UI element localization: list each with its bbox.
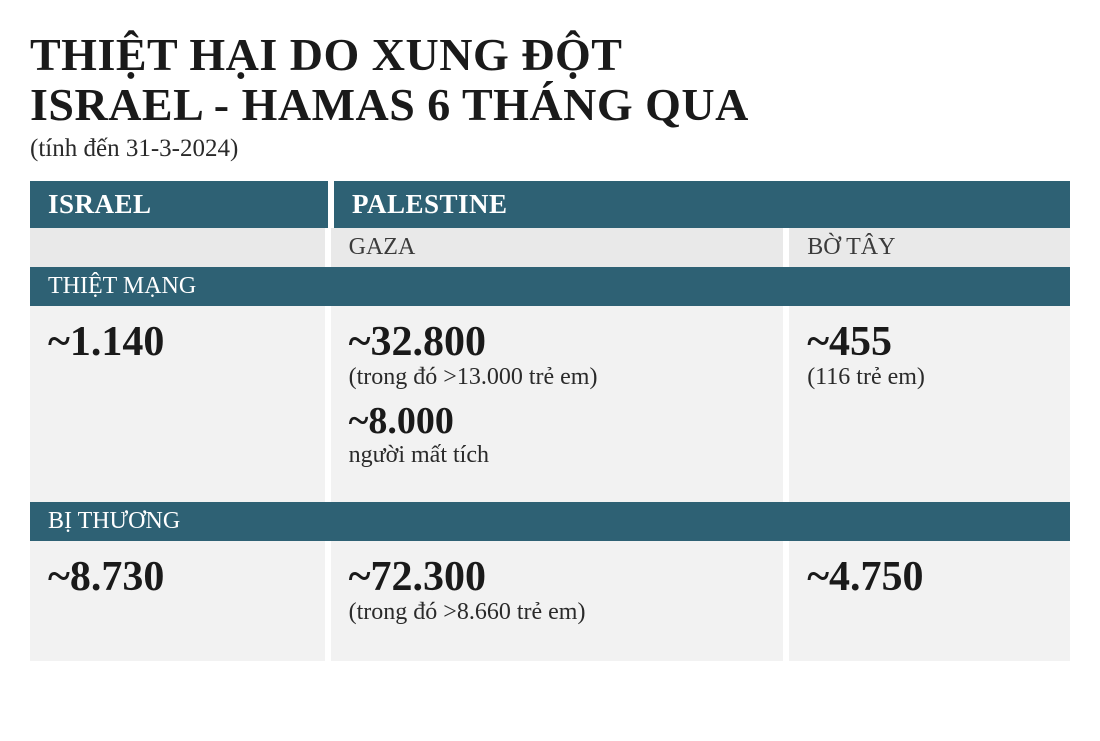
- section-injured-label: BỊ THƯƠNG: [30, 502, 1070, 541]
- deaths-gaza-value2: ~8.000: [349, 402, 766, 442]
- section-deaths-label: THIỆT MẠNG: [30, 267, 1070, 306]
- subheader-israel-blank: [30, 228, 325, 267]
- subheader-gaza: GAZA: [331, 228, 784, 267]
- header-israel: ISRAEL: [30, 181, 328, 228]
- deaths-botay-sub1: (116 trẻ em): [807, 364, 1052, 392]
- header-row: ISRAEL PALESTINE: [30, 181, 1070, 228]
- title-line-1: THIỆT HẠI DO XUNG ĐỘT: [30, 29, 622, 80]
- header-palestine: PALESTINE: [334, 181, 1070, 228]
- subheader-row: GAZA BỜ TÂY: [30, 228, 1070, 267]
- infographic-root: THIỆT HẠI DO XUNG ĐỘT ISRAEL - HAMAS 6 T…: [30, 30, 1070, 661]
- injured-botay-value: ~4.750: [807, 555, 1052, 599]
- deaths-row: ~1.140 ~32.800 (trong đó >13.000 trẻ em)…: [30, 306, 1070, 502]
- page-title: THIỆT HẠI DO XUNG ĐỘT ISRAEL - HAMAS 6 T…: [30, 30, 1070, 129]
- injured-row: ~8.730 ~72.300 (trong đó >8.660 trẻ em) …: [30, 541, 1070, 661]
- injured-gaza-cell: ~72.300 (trong đó >8.660 trẻ em): [331, 541, 784, 661]
- injured-israel-cell: ~8.730: [30, 541, 325, 661]
- deaths-botay-value: ~455: [807, 320, 1052, 364]
- deaths-gaza-sub1: (trong đó >13.000 trẻ em): [349, 364, 766, 392]
- subheader-botay: BỜ TÂY: [789, 228, 1070, 267]
- data-table: ISRAEL PALESTINE GAZA BỜ TÂY THIỆT MẠNG …: [30, 181, 1070, 661]
- deaths-gaza-cell: ~32.800 (trong đó >13.000 trẻ em) ~8.000…: [331, 306, 784, 502]
- title-line-2: ISRAEL - HAMAS 6 THÁNG QUA: [30, 79, 749, 130]
- page-subtitle: (tính đến 31-3-2024): [30, 135, 1070, 163]
- deaths-israel-cell: ~1.140: [30, 306, 325, 502]
- injured-gaza-sub1: (trong đó >8.660 trẻ em): [349, 599, 766, 627]
- deaths-gaza-sub2: người mất tích: [349, 442, 766, 470]
- injured-israel-value: ~8.730: [48, 555, 307, 599]
- injured-gaza-value: ~72.300: [349, 555, 766, 599]
- deaths-botay-cell: ~455 (116 trẻ em): [789, 306, 1070, 502]
- deaths-gaza-value: ~32.800: [349, 320, 766, 364]
- deaths-israel-value: ~1.140: [48, 320, 307, 364]
- injured-botay-cell: ~4.750: [789, 541, 1070, 661]
